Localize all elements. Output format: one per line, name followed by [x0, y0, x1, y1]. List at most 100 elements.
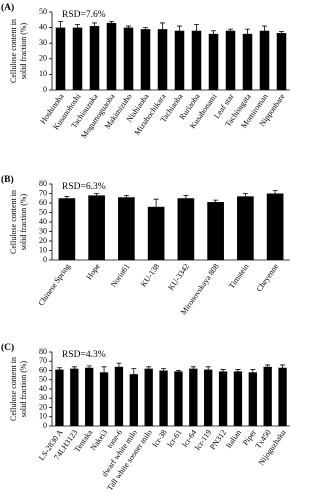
bar	[174, 371, 183, 426]
error-bar	[175, 370, 181, 373]
y-tick-label: 10	[39, 245, 47, 254]
error-bar	[177, 25, 182, 36]
panel-label: (C)	[1, 342, 14, 353]
y-axis-label: solid fraction (%)	[19, 22, 28, 79]
error-bar	[183, 195, 189, 202]
error-bar	[265, 364, 271, 370]
bar	[177, 198, 195, 260]
bar	[204, 369, 213, 426]
y-tick-label: 50	[39, 7, 47, 16]
y-tick-label: 60	[39, 365, 47, 374]
bar	[242, 33, 253, 90]
error-bar	[262, 25, 267, 36]
error-bar	[64, 195, 70, 201]
bar	[276, 33, 287, 90]
error-bar	[160, 22, 165, 36]
y-tick-label: 20	[39, 54, 47, 63]
error-bar	[153, 198, 159, 215]
bar	[189, 368, 198, 426]
bar	[191, 30, 202, 90]
error-bar	[245, 28, 250, 39]
error-bar	[56, 367, 62, 372]
error-bar	[94, 193, 100, 198]
error-bar	[272, 190, 278, 197]
bar	[233, 371, 243, 426]
error-bar	[235, 369, 241, 374]
error-bar	[71, 366, 77, 371]
y-tick-label: 30	[39, 226, 47, 235]
panel: (A) RSD=7.6% Cellulose content in solid fra…	[1, 2, 290, 140]
y-tick-label: 40	[39, 217, 47, 226]
y-tick-label: 30	[39, 393, 47, 402]
y-axis-label: solid fraction (%)	[19, 193, 28, 250]
x-tick-label: Chinese Spring	[36, 262, 72, 307]
bar	[55, 27, 66, 91]
panel-label: (A)	[1, 2, 14, 13]
bar	[85, 367, 94, 426]
error-bar	[126, 25, 131, 30]
error-bar	[250, 369, 256, 376]
bar	[174, 30, 185, 90]
error-bar	[58, 20, 63, 35]
y-tick-label: 50	[39, 375, 47, 384]
bar	[147, 206, 165, 260]
error-bar	[190, 366, 196, 371]
error-bar	[242, 193, 248, 200]
bar	[72, 27, 83, 91]
error-bar	[279, 31, 284, 36]
error-bar	[92, 22, 97, 30]
bar	[144, 368, 153, 426]
bar	[89, 26, 100, 90]
y-axis-label: solid fraction (%)	[19, 360, 28, 417]
y-tick-label: 20	[39, 402, 47, 411]
bar	[207, 202, 224, 260]
bar	[278, 367, 287, 426]
error-bar	[161, 368, 167, 373]
bar	[157, 29, 168, 90]
y-axis-label: Cellulose content in	[9, 357, 18, 421]
error-bar	[75, 24, 80, 32]
y-tick-label: 70	[39, 188, 47, 197]
error-bar	[101, 366, 107, 379]
bar	[266, 193, 284, 260]
error-bar	[86, 365, 92, 370]
y-tick-label: 10	[39, 69, 47, 78]
y-tick-label: 30	[39, 38, 47, 47]
bar	[58, 198, 76, 260]
annotation: RSD=7.6%	[62, 10, 106, 20]
error-bar	[205, 366, 211, 373]
y-tick-label: 70	[39, 356, 47, 365]
bar	[129, 374, 138, 426]
panel: (B) RSD=6.3% Cellulose content in solid fra…	[1, 174, 290, 317]
bar	[263, 366, 272, 426]
bar	[99, 372, 109, 426]
x-tick-label: Hope	[84, 262, 102, 282]
bar	[118, 197, 135, 260]
bar	[248, 372, 257, 426]
bar	[218, 371, 228, 426]
error-bar	[131, 368, 137, 381]
x-tick-label: Norin61	[109, 262, 132, 289]
y-axis-label: Cellulose content in	[9, 190, 18, 254]
x-tick-label: Italian	[224, 428, 243, 450]
y-tick-label: 50	[39, 207, 47, 216]
y-tick-label: 80	[39, 347, 47, 356]
annotation: RSD=6.3%	[62, 182, 106, 192]
y-tick-label: 80	[39, 179, 47, 188]
error-bar	[116, 362, 122, 371]
y-tick-label: 60	[39, 198, 47, 207]
x-tick-label: lcr-61	[165, 428, 183, 449]
error-bar	[220, 369, 226, 374]
bar	[208, 33, 219, 90]
x-tick-label: Timstein	[227, 262, 251, 290]
bar	[88, 195, 105, 260]
x-tick-label: KU-138	[139, 262, 161, 289]
bar	[123, 27, 134, 91]
error-bar	[228, 28, 233, 33]
x-tick-label: PN312	[208, 428, 228, 451]
y-axis-label: Cellulose content in	[9, 19, 18, 83]
bar	[259, 30, 270, 90]
panel: (C) RSD=4.3% Cellulose content in solid fra…	[1, 342, 290, 492]
y-tick-label: 0	[43, 421, 47, 430]
panel-label: (B)	[1, 174, 14, 185]
